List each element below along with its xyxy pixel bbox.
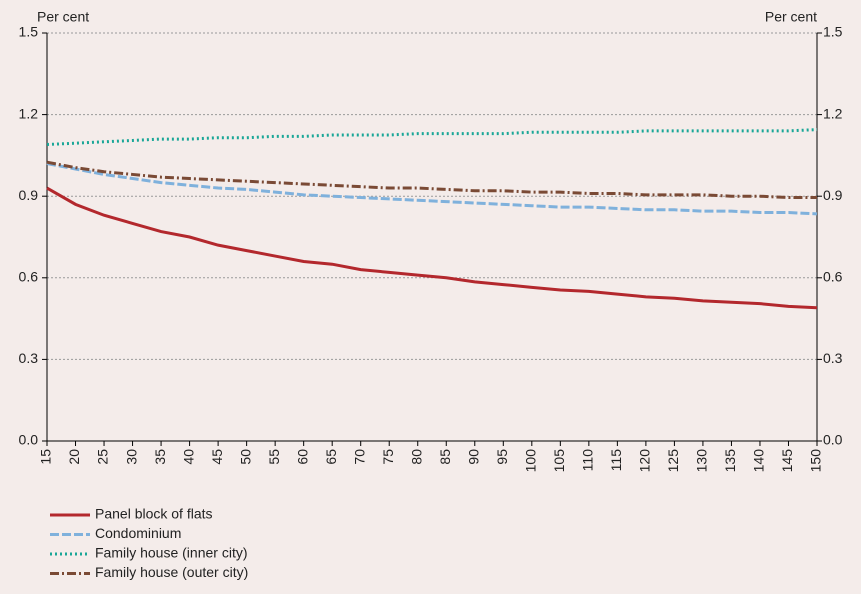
x-tick-label: 90 (465, 449, 481, 465)
x-tick-label: 45 (209, 449, 225, 465)
x-tick-label: 55 (266, 449, 282, 465)
x-tick-label: 120 (637, 449, 653, 473)
x-tick-label: 60 (294, 449, 310, 465)
y-tick-label: 1.5 (19, 24, 39, 40)
y-tick-label: 0.6 (19, 269, 39, 285)
x-tick-label: 150 (808, 449, 824, 473)
series-line (46, 186, 818, 310)
x-tick-label: 35 (152, 449, 168, 465)
y2-tick-label: 1.5 (823, 24, 843, 40)
y-tick-label: 0.9 (19, 187, 39, 203)
x-tick-label: 80 (408, 449, 424, 465)
series-line (46, 162, 818, 216)
x-tick-label: 25 (95, 449, 111, 465)
x-tick-label: 75 (380, 449, 396, 465)
legend-label: Condominium (95, 525, 181, 541)
x-tick-label: 100 (523, 449, 539, 473)
x-tick-label: 65 (323, 449, 339, 465)
y2-axis-label: Per cent (765, 9, 817, 25)
y2-tick-label: 0.6 (823, 269, 843, 285)
legend-label: Panel block of flats (95, 506, 213, 522)
x-tick-label: 130 (694, 449, 710, 473)
y-axis-label: Per cent (37, 9, 89, 25)
y2-tick-label: 0.3 (823, 350, 843, 366)
y-tick-label: 0.0 (19, 432, 39, 448)
x-tick-label: 125 (665, 449, 681, 473)
x-tick-label: 85 (437, 449, 453, 465)
x-tick-label: 95 (494, 449, 510, 465)
x-tick-label: 115 (608, 449, 624, 472)
x-tick-label: 50 (237, 449, 253, 465)
x-tick-label: 135 (722, 449, 738, 473)
y-tick-label: 1.2 (19, 105, 39, 121)
y2-tick-label: 0.9 (823, 187, 843, 203)
x-tick-label: 40 (180, 449, 196, 465)
x-tick-label: 140 (751, 449, 767, 473)
legend-label: Family house (outer city) (95, 564, 248, 580)
series-line (46, 160, 817, 200)
x-tick-label: 105 (551, 449, 567, 473)
x-tick-label: 20 (66, 449, 82, 465)
y-tick-label: 0.3 (19, 350, 39, 366)
legend-label: Family house (inner city) (95, 545, 248, 561)
y2-tick-label: 0.0 (823, 432, 843, 448)
x-tick-label: 30 (123, 449, 139, 465)
x-tick-label: 145 (779, 449, 795, 473)
x-tick-label: 15 (38, 449, 54, 465)
y2-tick-label: 1.2 (823, 105, 843, 121)
series-line (46, 128, 818, 147)
x-tick-label: 70 (351, 449, 367, 465)
x-tick-label: 110 (580, 449, 596, 472)
